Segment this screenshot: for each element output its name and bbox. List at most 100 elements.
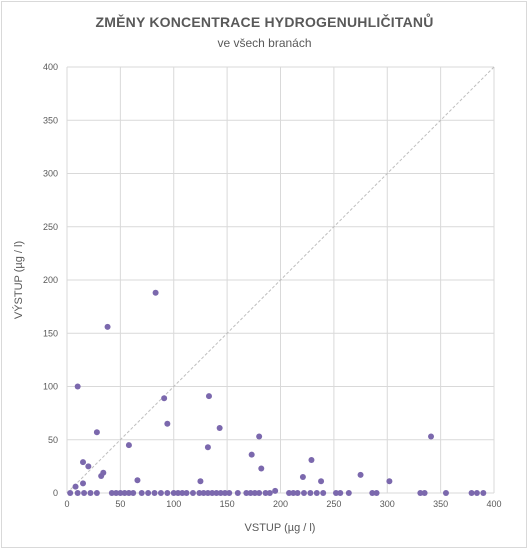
data-point bbox=[80, 459, 87, 466]
data-point bbox=[234, 490, 241, 496]
data-point bbox=[272, 487, 279, 494]
data-point bbox=[205, 393, 212, 400]
data-point bbox=[337, 490, 344, 496]
data-point bbox=[421, 490, 428, 496]
data-point bbox=[262, 490, 269, 496]
x-axis-ticks: 0 50 100 150 200 250 300 350 400 bbox=[64, 499, 501, 509]
y-tick-label: 250 bbox=[43, 222, 58, 232]
reference-line bbox=[66, 66, 495, 494]
y-tick-label: 350 bbox=[43, 115, 58, 125]
data-point bbox=[226, 490, 233, 496]
data-point bbox=[93, 490, 100, 496]
data-point bbox=[473, 490, 480, 496]
data-point bbox=[213, 490, 220, 496]
data-point bbox=[189, 490, 196, 496]
data-point bbox=[125, 442, 132, 449]
data-point bbox=[196, 490, 203, 496]
data-point bbox=[93, 429, 100, 436]
data-point bbox=[480, 490, 487, 496]
data-point bbox=[204, 490, 211, 496]
data-point bbox=[209, 490, 216, 496]
data-point bbox=[307, 490, 314, 496]
data-point bbox=[175, 490, 182, 496]
y-tick-label: 400 bbox=[43, 62, 58, 72]
y-axis-ticks: 0 50 100 150 200 250 300 350 400 bbox=[43, 62, 58, 498]
chart-subtitle: ve všech branách bbox=[217, 36, 312, 50]
data-point bbox=[345, 490, 352, 496]
x-tick-label: 300 bbox=[380, 499, 395, 509]
data-point bbox=[80, 480, 87, 487]
data-point bbox=[217, 490, 224, 496]
data-point bbox=[290, 490, 297, 496]
data-point bbox=[152, 289, 159, 296]
data-point bbox=[138, 490, 145, 496]
data-point bbox=[164, 490, 171, 496]
data-point bbox=[197, 478, 204, 485]
x-tick-label: 400 bbox=[486, 499, 501, 509]
data-point bbox=[157, 490, 164, 496]
data-point bbox=[74, 383, 81, 390]
chart-title: ZMĚNY KONCENTRACE HYDROGENUHLIČITANŮ bbox=[95, 14, 434, 30]
data-point bbox=[313, 490, 320, 496]
data-point bbox=[294, 490, 301, 496]
data-point bbox=[251, 490, 258, 496]
data-point bbox=[74, 490, 81, 496]
data-point bbox=[428, 433, 435, 440]
data-point bbox=[125, 490, 132, 496]
data-point bbox=[247, 490, 254, 496]
data-point bbox=[256, 490, 263, 496]
data-point bbox=[333, 490, 340, 496]
y-tick-label: 50 bbox=[48, 435, 58, 445]
data-point bbox=[179, 490, 186, 496]
data-point bbox=[369, 490, 376, 496]
data-point bbox=[204, 444, 211, 451]
data-point bbox=[318, 478, 325, 485]
x-axis-label: VSTUP (µg / l) bbox=[245, 522, 316, 534]
data-point bbox=[113, 490, 120, 496]
data-point bbox=[81, 490, 88, 496]
y-tick-label: 300 bbox=[43, 169, 58, 179]
y-tick-label: 200 bbox=[43, 275, 58, 285]
x-tick-label: 150 bbox=[220, 499, 235, 509]
data-point bbox=[216, 425, 223, 432]
data-point bbox=[145, 490, 152, 496]
data-point bbox=[300, 490, 307, 496]
data-point bbox=[130, 490, 137, 496]
data-point bbox=[286, 490, 293, 496]
data-point bbox=[151, 490, 158, 496]
data-point bbox=[134, 477, 141, 484]
data-point bbox=[243, 490, 250, 496]
data-point bbox=[299, 474, 306, 481]
data-point bbox=[386, 478, 393, 485]
x-tick-label: 350 bbox=[433, 499, 448, 509]
data-points bbox=[67, 289, 487, 496]
data-point bbox=[221, 490, 228, 496]
x-tick-label: 100 bbox=[166, 499, 181, 509]
data-point bbox=[256, 433, 263, 440]
data-point bbox=[98, 472, 105, 479]
y-axis-label: VÝSTUP (µg / l) bbox=[12, 241, 25, 319]
grid bbox=[66, 66, 495, 494]
data-point bbox=[417, 490, 424, 496]
data-point bbox=[373, 490, 380, 496]
x-tick-label: 250 bbox=[326, 499, 341, 509]
data-point bbox=[308, 456, 315, 463]
data-point bbox=[108, 490, 115, 496]
y-tick-label: 150 bbox=[43, 328, 58, 338]
data-point bbox=[161, 395, 168, 402]
data-point bbox=[200, 490, 207, 496]
data-point bbox=[85, 463, 92, 470]
x-tick-label: 0 bbox=[64, 499, 69, 509]
y-tick-label: 0 bbox=[53, 488, 58, 498]
data-point bbox=[183, 490, 190, 496]
data-point bbox=[117, 490, 124, 496]
data-point bbox=[258, 465, 265, 472]
x-tick-label: 50 bbox=[115, 499, 125, 509]
x-tick-label: 200 bbox=[273, 499, 288, 509]
data-point bbox=[442, 490, 449, 496]
data-point bbox=[170, 490, 177, 496]
data-point bbox=[320, 490, 327, 496]
data-point bbox=[104, 323, 111, 330]
